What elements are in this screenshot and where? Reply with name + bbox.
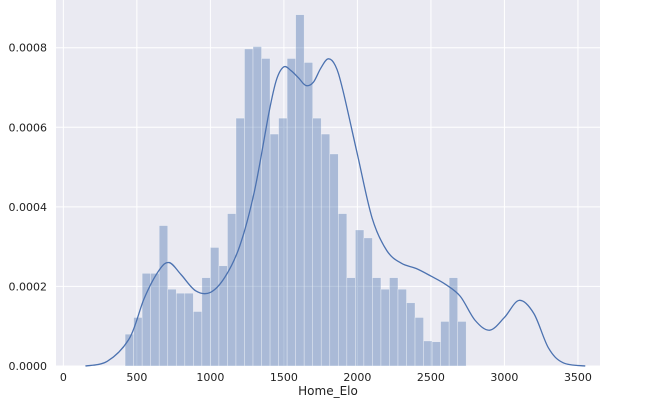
y-tick-label: 0.0008 — [9, 42, 48, 55]
histogram-bar — [244, 48, 254, 367]
x-tick-label: 1000 — [196, 371, 224, 384]
histogram-bar — [423, 340, 433, 367]
histogram-bar — [431, 341, 441, 367]
x-tick-label: 3500 — [564, 371, 592, 384]
histogram-bar — [295, 14, 305, 367]
x-tick-label: 500 — [126, 371, 147, 384]
histogram-bar — [158, 225, 169, 367]
plot-background — [56, 0, 600, 366]
y-tick-label: 0.0006 — [9, 121, 48, 134]
histogram-bar — [372, 277, 382, 367]
histogram-bar — [448, 277, 458, 367]
histogram-bar — [193, 311, 203, 367]
histogram-bar — [406, 302, 416, 367]
histogram-bar — [269, 133, 279, 367]
histogram-bar — [337, 213, 348, 367]
histogram-bar — [150, 273, 160, 367]
histogram-bar — [440, 321, 450, 367]
y-tick-label: 0.0002 — [9, 280, 48, 293]
histogram-bar — [414, 317, 424, 367]
x-tick-label: 1500 — [270, 371, 298, 384]
kde-curve — [85, 58, 586, 367]
histogram-bar — [261, 58, 271, 367]
histogram-bar — [210, 247, 220, 367]
histogram-bar — [201, 277, 211, 367]
y-axis-ticks: 0.0000 0.0002 0.0004 0.0006 0.0008 — [9, 42, 48, 373]
y-tick-label: 0.0000 — [9, 360, 48, 373]
histogram-bar — [303, 62, 314, 367]
histogram-bar — [457, 321, 467, 367]
x-axis-label: Home_Elo — [298, 384, 358, 398]
histogram-bar — [329, 153, 339, 367]
histogram-bar — [278, 117, 288, 367]
x-axis-ticks: 0 500 1000 1500 2000 2500 3000 3500 — [60, 371, 592, 384]
histogram-bar — [252, 46, 262, 367]
histogram-bar — [380, 288, 390, 367]
histogram-bar — [175, 292, 186, 367]
histogram-bar — [320, 133, 331, 367]
histogram-bar — [389, 277, 399, 367]
x-tick-label: 2500 — [417, 371, 445, 384]
histogram-bar — [312, 117, 322, 367]
histogram-bar — [167, 288, 177, 367]
histogram-bar — [184, 292, 194, 367]
x-tick-label: 2000 — [343, 371, 371, 384]
x-tick-label: 3000 — [490, 371, 518, 384]
histogram-bar — [355, 229, 365, 367]
histogram-bar — [346, 277, 356, 367]
histogram-bar — [286, 58, 296, 367]
histogram-bar — [235, 117, 245, 367]
histogram-bar — [227, 213, 237, 367]
histogram-bars — [124, 14, 467, 367]
x-tick-label: 0 — [60, 371, 67, 384]
histogram-bar — [363, 237, 373, 367]
y-tick-label: 0.0004 — [9, 201, 48, 214]
histogram-bar — [397, 288, 407, 367]
